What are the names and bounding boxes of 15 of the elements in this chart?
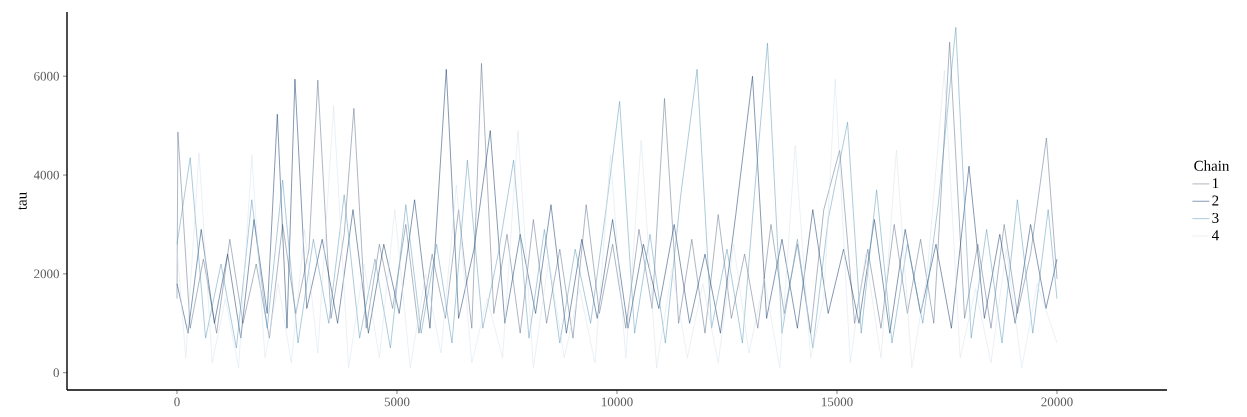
x-tick-label: 10000 (601, 397, 633, 407)
legend-label: 4 (1211, 230, 1219, 241)
x-tick-label: 5000 (384, 397, 410, 407)
x-tick-label: 15000 (821, 397, 853, 407)
y-tick-label: 2000 (34, 269, 59, 279)
x-tick-label: 0 (174, 397, 180, 407)
x-tick-label: 20000 (1041, 397, 1073, 407)
y-tick-label: 4000 (33, 170, 59, 180)
y-tick-label: 6000 (34, 71, 59, 81)
legend-label: 3 (1212, 212, 1219, 223)
y-axis-title: tau (18, 192, 27, 210)
legend-label: 2 (1212, 195, 1219, 206)
legend-title: Chain (1194, 160, 1230, 171)
legend-label: 1 (1212, 178, 1219, 189)
y-tick-label: 0 (53, 368, 59, 378)
